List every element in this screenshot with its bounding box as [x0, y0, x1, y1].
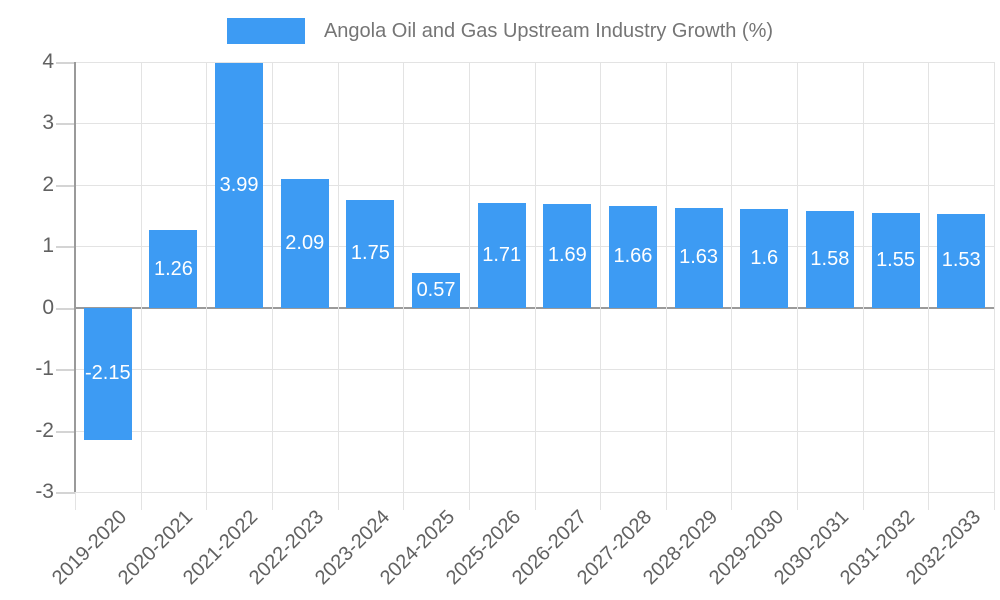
- bar[interactable]: 1.55: [871, 212, 920, 308]
- y-axis-tick: [56, 184, 75, 187]
- vertical-gridline: [337, 62, 339, 510]
- bar-value-label: 1.75: [350, 242, 390, 265]
- chart-legend[interactable]: Angola Oil and Gas Upstream Industry Gro…: [0, 17, 1000, 45]
- vertical-gridline: [206, 62, 208, 510]
- bar-value-label: 1.63: [679, 246, 719, 269]
- bar[interactable]: 0.57: [412, 272, 461, 308]
- bar-value-label: 1.69: [547, 244, 587, 267]
- vertical-gridline: [468, 62, 470, 510]
- vertical-gridline: [665, 62, 667, 510]
- bar-value-label: 1.58: [810, 247, 850, 270]
- vertical-gridline: [797, 62, 799, 510]
- vertical-gridline: [731, 62, 733, 510]
- y-axis-tick: [56, 430, 75, 433]
- y-axis-tick-label: 3: [42, 111, 54, 135]
- bar[interactable]: 1.26: [149, 230, 198, 308]
- vertical-gridline: [600, 62, 602, 510]
- legend-series-label: Angola Oil and Gas Upstream Industry Gro…: [323, 20, 774, 42]
- y-axis-tick: [56, 307, 75, 310]
- y-axis-tick-label: 4: [42, 50, 54, 74]
- y-axis-tick-label: -3: [35, 480, 54, 504]
- y-axis-tick: [56, 492, 75, 494]
- bar[interactable]: 1.53: [937, 213, 986, 308]
- y-axis-tick-label: 2: [42, 172, 54, 196]
- bar-value-label: 1.71: [482, 243, 522, 266]
- legend-color-swatch-icon: [226, 18, 305, 44]
- y-axis-line: [74, 62, 76, 492]
- y-axis-tick: [56, 123, 75, 126]
- vertical-gridline: [403, 62, 405, 510]
- bar[interactable]: 1.71: [477, 202, 526, 308]
- y-axis-tick-label: -2: [35, 418, 54, 442]
- bar[interactable]: 1.75: [346, 200, 395, 308]
- bar-value-label: 1.55: [876, 248, 915, 271]
- bar[interactable]: 1.58: [805, 210, 854, 308]
- y-axis-tick-label: 0: [42, 295, 54, 319]
- y-axis-tick-label: -1: [35, 357, 54, 381]
- bar-value-label: 1.6: [750, 247, 779, 270]
- vertical-gridline: [271, 62, 273, 510]
- bar-value-label: 2.09: [285, 232, 325, 255]
- bar-value-label: -2.15: [85, 362, 131, 385]
- y-axis-tick-label: 1: [42, 234, 54, 258]
- bar[interactable]: 1.63: [674, 207, 723, 308]
- bar[interactable]: 1.69: [543, 203, 592, 308]
- bar[interactable]: 3.99: [215, 62, 264, 308]
- vertical-gridline: [140, 62, 142, 510]
- bar-value-label: 1.66: [613, 245, 653, 268]
- bar[interactable]: 1.6: [740, 209, 789, 308]
- bar[interactable]: 1.66: [608, 205, 657, 308]
- vertical-gridline: [928, 62, 930, 510]
- bar-value-label: 1.53: [941, 249, 981, 272]
- y-axis-tick: [56, 246, 75, 249]
- vertical-gridline: [994, 62, 995, 510]
- bar-value-label: 0.57: [416, 278, 456, 301]
- vertical-gridline: [534, 62, 536, 510]
- bar-value-label: 1.26: [153, 257, 193, 280]
- x-axis-tick: [75, 492, 76, 510]
- y-axis-tick: [56, 62, 75, 64]
- vertical-gridline: [862, 62, 864, 510]
- bar-value-label: 3.99: [219, 173, 259, 196]
- y-axis-tick: [56, 369, 75, 372]
- bar[interactable]: 2.09: [280, 179, 329, 308]
- bar[interactable]: -2.15: [83, 307, 132, 440]
